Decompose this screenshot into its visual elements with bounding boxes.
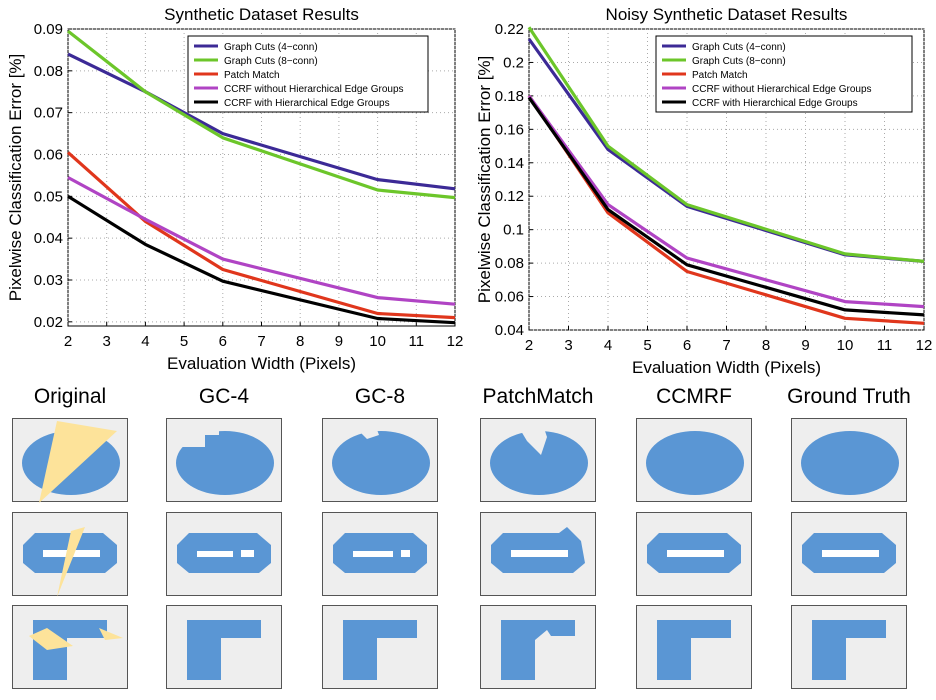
legend-label-ccrf_with: CCRF with Hierarchical Edge Groups [692,98,858,109]
y-tick-label: 0.04 [34,230,63,247]
y-tick-label: 0.06 [34,146,63,163]
x-tick-label: 6 [683,337,691,354]
thumbnail-gc4-l-shape [166,605,282,689]
chart-synthetic: Synthetic Dataset Results 2 3 4 5 6 7 8 9 10 11 12 0… [6,5,464,373]
thumbnail-original-l-shape [12,605,128,689]
thumbnail-ground_truth-l-shape [791,605,907,689]
series-line-gc4 [67,52,456,191]
series-line-ccrf_without [527,94,925,309]
y-tick-label: 0.05 [34,188,63,205]
y-tick-label: 0.04 [495,322,524,339]
legend-label-ccrf_with: CCRF with Hierarchical Edge Groups [224,98,390,109]
x-tick-label: 3 [564,337,572,354]
y-tick-label: 0.16 [495,121,524,138]
x-tick-label: 6 [219,333,227,350]
thumbnail-ccmrf-ellipse [636,418,752,502]
thumbnail-ccmrf-ring [636,512,752,596]
y-tick-label: 0.07 [34,105,63,122]
x-tick-label: 9 [335,333,343,350]
column-title-ccmrf: CCMRF [656,385,732,408]
x-tick-label: 5 [180,333,188,350]
x-tick-label: 2 [525,337,533,354]
y-tick-label: 0.06 [495,289,524,306]
x-tick-label: 11 [409,333,425,350]
x-tick-label: 7 [722,337,730,354]
series-line-ccrf_with [527,96,925,317]
x-tick-label: 4 [141,333,149,350]
chart-title: Synthetic Dataset Results [164,5,359,24]
y-tick-label: 0.2 [503,54,524,71]
thumbnail-patchmatch-ring [480,512,596,596]
x-tick-label: 9 [801,337,809,354]
series-line-ccrf_without [67,176,456,306]
x-tick-label: 4 [604,337,612,354]
x-tick-label: 5 [643,337,651,354]
legend-label-gc4: Graph Cuts (4−conn) [224,42,318,53]
column-title-original: Original [33,385,107,408]
y-axis-label: Pixelwise Classification Error [%] [6,54,25,302]
thumbnail-gc8-ellipse [322,418,438,502]
y-tick-label: 0.03 [34,272,63,289]
series-line-gc8 [67,29,456,200]
legend-label-gc8: Graph Cuts (8−conn) [692,56,786,67]
x-tick-label: 8 [296,333,304,350]
series-line-patchmatch [66,151,456,320]
thumbnail-gc8-ring [322,512,438,596]
y-tick-label: 0.08 [34,63,63,80]
x-tick-label: 10 [837,337,854,354]
legend-label-patchmatch: Patch Match [692,70,748,81]
y-tick-label: 0.02 [34,314,63,331]
y-tick-label: 0.12 [495,188,524,205]
column-title-gc4: GC-4 [198,385,250,408]
legend-label-ccrf_without: CCRF without Hierarchical Edge Groups [224,84,404,95]
series-line-ccrf_with [67,194,456,325]
column-title-patchmatch: PatchMatch [482,385,594,408]
thumbnail-patchmatch-l-shape [480,605,596,689]
x-tick-label: 7 [257,333,265,350]
chart-title: Noisy Synthetic Dataset Results [606,5,848,24]
thumbnail-patchmatch-ellipse [480,418,596,502]
x-axis-label: Evaluation Width (Pixels) [632,358,821,377]
thumbnail-gc4-ellipse [166,418,282,502]
x-tick-label: 11 [877,337,893,354]
legend-label-patchmatch: Patch Match [224,70,280,81]
legend [187,35,429,113]
x-tick-label: 2 [64,333,72,350]
y-tick-label: 0.08 [495,255,524,272]
column-title-ground_truth: Ground Truth [787,385,911,408]
legend-label-gc4: Graph Cuts (4−conn) [692,42,786,53]
y-axis-label: Pixelwise Classification Error [%] [475,56,494,304]
thumbnail-original-ring [12,512,128,597]
thumbnail-gc4-ring [166,512,282,596]
thumbnail-ground_truth-ellipse [791,418,907,502]
thumbnail-gc8-l-shape [322,605,438,689]
thumbnail-original-ellipse [12,418,128,503]
y-tick-label: 0.22 [495,21,524,38]
x-tick-label: 8 [762,337,770,354]
x-tick-label: 12 [447,333,464,350]
legend [655,35,913,113]
legend-label-gc8: Graph Cuts (8−conn) [224,56,318,67]
y-tick-label: 0.18 [495,88,524,105]
thumbnail-ground_truth-ring [791,512,907,596]
thumbnail-ccmrf-l-shape [636,605,752,689]
x-axis-label: Evaluation Width (Pixels) [167,354,356,373]
y-tick-label: 0.09 [34,21,63,38]
y-tick-label: 0.1 [503,222,524,239]
x-tick-label: 3 [103,333,111,350]
x-tick-label: 12 [916,337,933,354]
series-line-gc8 [527,26,925,263]
x-tick-label: 10 [369,333,386,350]
y-tick-label: 0.14 [495,155,524,172]
column-title-gc8: GC-8 [354,385,406,408]
legend-label-ccrf_without: CCRF without Hierarchical Edge Groups [692,84,872,95]
chart-noisy-synthetic: Noisy Synthetic Dataset Results 2 3 4 5 6 7 8 9 1… [475,5,933,377]
